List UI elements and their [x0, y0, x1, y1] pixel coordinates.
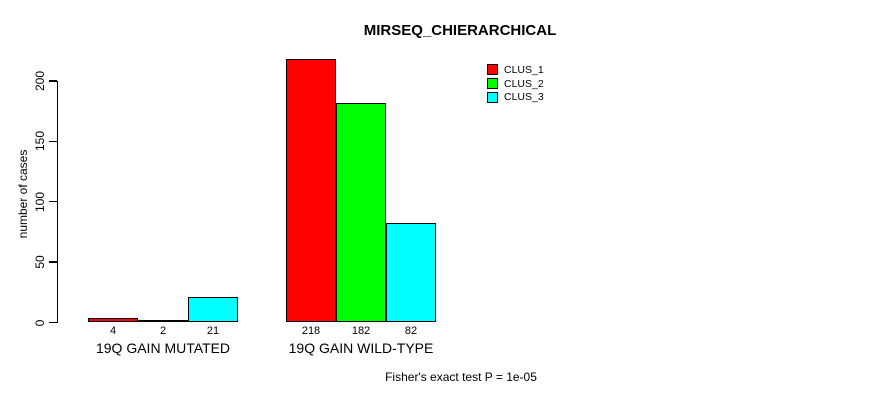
y-axis-tick-label: 200 [33, 70, 47, 92]
bar-clus_3-group2 [386, 223, 436, 323]
bar-value-label: 218 [301, 324, 321, 337]
legend-label: CLUS_2 [504, 77, 544, 90]
bar-clus_3-group1 [188, 297, 238, 323]
legend-label: CLUS_1 [504, 63, 544, 76]
x-category-label: 19Q GAIN WILD-TYPE [288, 339, 434, 356]
legend-item: CLUS_3 [487, 90, 544, 104]
bar-clus_2-group2 [336, 102, 386, 323]
bar-clus_1-group2 [286, 59, 336, 323]
legend-label: CLUS_3 [504, 91, 544, 104]
bar-clus_1-group1 [88, 317, 138, 323]
legend-item: CLUS_1 [487, 63, 544, 77]
legend: CLUS_1 CLUS_2 CLUS_3 [487, 63, 544, 104]
legend-item: CLUS_2 [487, 77, 544, 91]
y-axis-line [57, 81, 59, 323]
y-axis-tick [49, 321, 57, 324]
bar-value-label: 2 [159, 324, 167, 337]
y-axis-tick-label: 100 [33, 191, 47, 212]
legend-swatch-clus_1 [487, 64, 498, 76]
y-axis-tick [49, 201, 57, 203]
bar-value-label: 4 [109, 324, 117, 337]
bar-value-label: 21 [206, 324, 220, 337]
bar-value-label: 82 [404, 324, 418, 337]
fisher-test-note: Fisher's exact test P = 1e-05 [385, 370, 537, 384]
y-axis-tick-label: 50 [33, 255, 47, 269]
legend-swatch-clus_2 [487, 78, 498, 90]
bar-clus_2-group1 [138, 320, 188, 323]
y-axis-tick [49, 140, 57, 143]
chart-title: MIRSEQ_CHIERARCHICAL [363, 22, 557, 39]
legend-swatch-clus_3 [487, 91, 498, 103]
y-axis-tick [49, 80, 57, 82]
bar-value-label: 182 [351, 324, 371, 337]
y-axis-tick-label: 0 [33, 319, 47, 326]
y-axis-tick-label: 150 [33, 131, 47, 152]
x-category-label: 19Q GAIN MUTATED [95, 339, 231, 356]
y-axis-tick [49, 261, 57, 263]
